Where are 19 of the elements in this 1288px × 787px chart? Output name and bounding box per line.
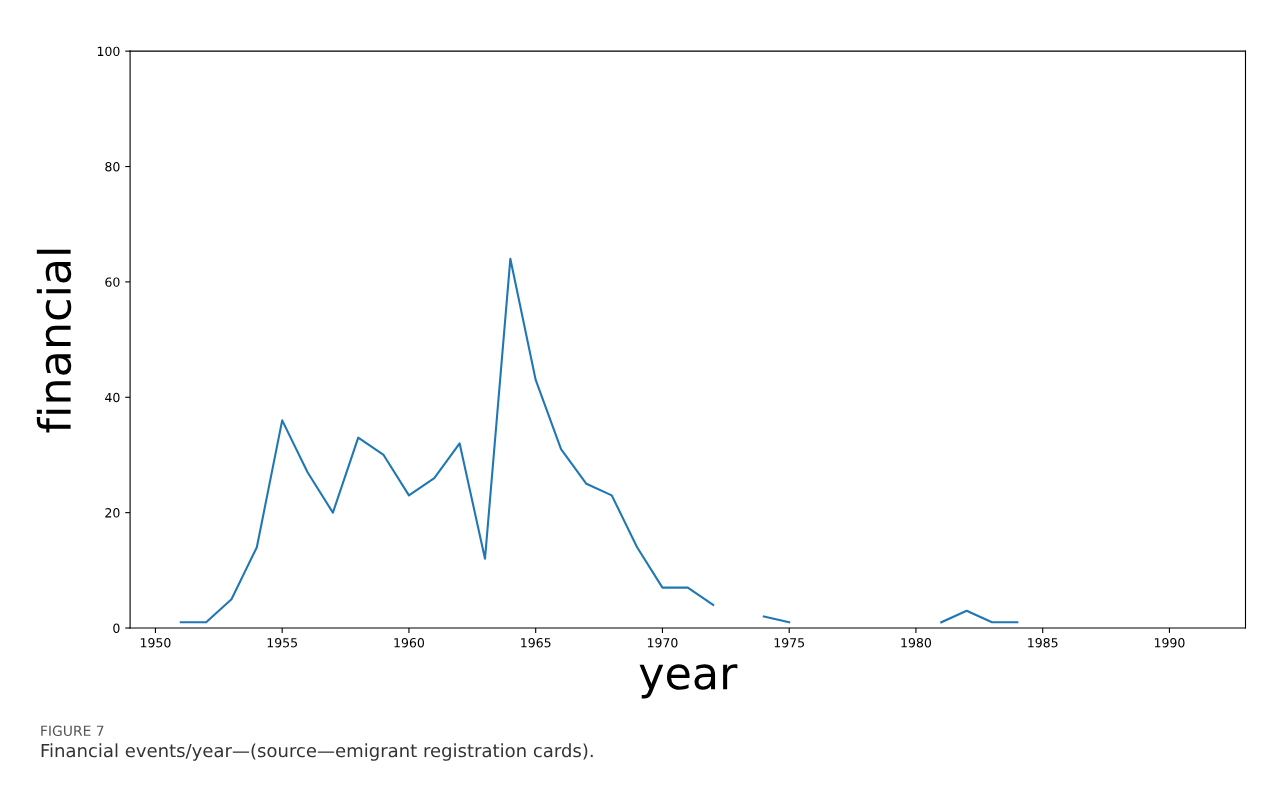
y-tick-label: 100 (97, 46, 120, 57)
x-tick-label: 1980 (901, 637, 932, 648)
x-tick-label: 1975 (774, 637, 805, 648)
x-axis-title: year (639, 664, 738, 699)
x-tick-label: 1955 (267, 637, 297, 648)
x-tick-label: 1965 (521, 637, 551, 648)
y-tick-label: 20 (105, 508, 120, 518)
x-tick-label: 1970 (647, 637, 678, 648)
caption: FIGURE 7 (41, 725, 104, 737)
x-tick-label: 1990 (1154, 637, 1185, 648)
x-tick-label: 1960 (394, 637, 425, 648)
y-axis-title: financial (36, 249, 72, 433)
y-tick-label: 80 (105, 162, 120, 172)
y-tick-label: 40 (105, 392, 120, 403)
text: Financial events/year—(source—emigrant registration cards). (41, 743, 593, 761)
y-tick-label: 60 (105, 277, 120, 287)
x-tick-label: 1950 (140, 637, 171, 648)
x-tick-label: 1985 (1028, 637, 1058, 648)
y-tick-label: 0 (113, 623, 120, 633)
